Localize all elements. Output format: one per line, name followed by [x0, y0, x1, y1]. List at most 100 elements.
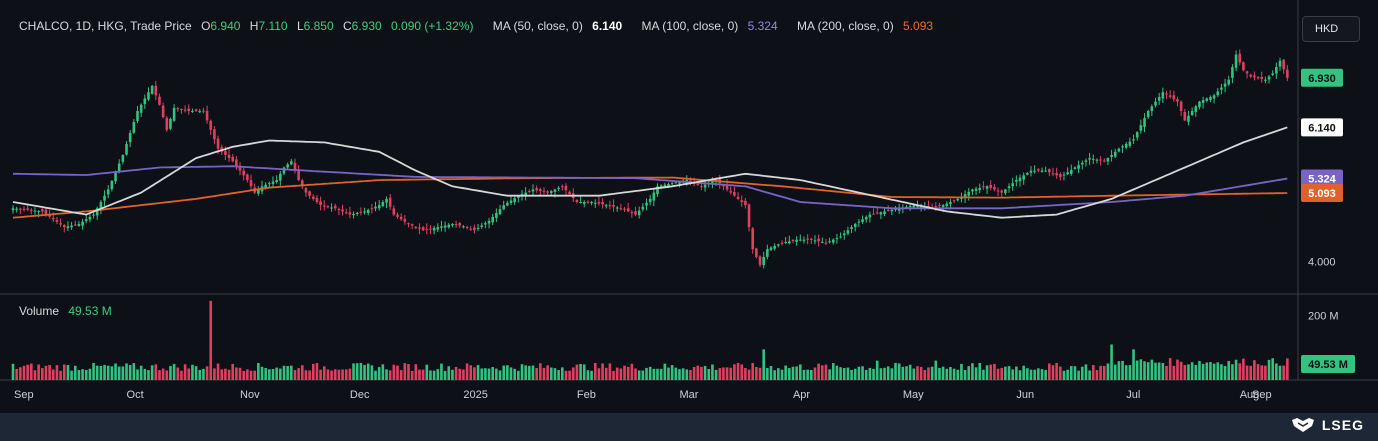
volume-bar — [857, 366, 861, 380]
volume-bar — [1029, 369, 1033, 380]
volume-bar — [260, 366, 264, 380]
candle-body — [1139, 125, 1143, 131]
volume-bar — [322, 366, 326, 380]
volume-bar — [897, 363, 901, 380]
price-chart[interactable]: 4.000 200 M 6.930 6.140 5.324 5.093 49.53 M Sep… — [0, 0, 1378, 413]
volume-bar — [956, 369, 960, 380]
currency-button[interactable]: HKD — [1302, 16, 1360, 42]
volume-bar — [143, 368, 147, 380]
candle-body — [1157, 96, 1161, 101]
candle-body — [1245, 71, 1249, 74]
volume-bar — [846, 367, 850, 380]
low-value: 6.850 — [303, 19, 334, 33]
candle-body — [1044, 170, 1047, 172]
candle-body — [857, 221, 861, 223]
volume-bar — [696, 365, 700, 380]
volume-bar — [645, 367, 648, 380]
volume-bar — [714, 369, 718, 380]
candle-body — [465, 226, 469, 228]
volume-bar — [1117, 361, 1121, 380]
volume-bar — [403, 363, 407, 380]
candle-body — [1128, 141, 1132, 146]
candle-body — [103, 195, 106, 201]
volume-bar — [180, 370, 183, 380]
volume-bar — [443, 370, 447, 380]
volume-bar — [1040, 369, 1044, 380]
volume-bar — [465, 363, 469, 380]
candle-body — [139, 104, 143, 113]
candle-body — [919, 206, 923, 208]
volume-bar — [963, 370, 967, 380]
candle-body — [619, 208, 623, 210]
volume-bar — [337, 369, 341, 380]
candle-body — [176, 108, 180, 110]
volume-bar — [103, 364, 106, 380]
candle-body — [396, 214, 399, 217]
volume-bar — [1011, 369, 1014, 380]
volume-bar — [1286, 358, 1289, 380]
volume-bar — [615, 367, 619, 380]
volume-bar — [1121, 360, 1124, 380]
candle-body — [1260, 76, 1264, 79]
candle-body — [872, 213, 875, 215]
volume-bar — [1278, 365, 1282, 380]
candle-body — [758, 256, 762, 265]
candle-body — [875, 212, 879, 214]
candle-body — [326, 206, 330, 208]
candle-body — [418, 227, 421, 229]
volume-bar — [601, 363, 604, 380]
candle-body — [736, 196, 740, 199]
candle-body — [861, 219, 864, 222]
volume-bar — [1253, 360, 1256, 380]
candle-body — [509, 200, 513, 203]
volume-bar — [381, 364, 385, 380]
volume-bar — [88, 368, 92, 380]
time-tick-label: Sep — [14, 389, 34, 401]
candle-body — [1253, 75, 1256, 78]
volume-bar — [81, 369, 84, 380]
volume-bar — [1099, 365, 1102, 380]
volume-bar — [187, 368, 191, 380]
volume-bar — [48, 364, 51, 380]
volume-bar — [436, 369, 440, 380]
volume-bar — [1150, 359, 1154, 380]
volume-bar — [73, 365, 77, 380]
candle-body — [1179, 101, 1183, 112]
volume-bar — [1088, 370, 1091, 380]
candle-body — [1165, 93, 1168, 95]
volume-bar — [257, 363, 260, 380]
volume-bar — [795, 366, 798, 380]
candle-body — [531, 189, 535, 192]
candle-body — [227, 154, 231, 159]
volume-bar — [363, 364, 366, 380]
volume-bar — [121, 366, 125, 380]
candle-body — [1018, 177, 1022, 182]
volume-tag-label: 49.53 M — [1308, 359, 1348, 371]
candle-body — [1099, 159, 1102, 161]
candle-body — [495, 212, 498, 218]
candle-body — [132, 122, 136, 133]
volume-bar — [469, 365, 473, 380]
volume-bar — [1168, 358, 1172, 380]
candle-body — [341, 209, 344, 212]
volume-bar — [700, 366, 703, 380]
volume-bar — [242, 370, 245, 380]
candle-body — [26, 208, 29, 210]
volume-bar — [659, 368, 663, 380]
candle-body — [271, 181, 275, 184]
volume-bar — [1102, 366, 1106, 380]
volume-bar — [300, 365, 304, 380]
volume-bar — [1176, 359, 1179, 380]
volume-bar — [593, 362, 597, 380]
candle-body — [1091, 158, 1095, 160]
volume-bar — [553, 368, 557, 380]
candle-body — [949, 202, 952, 205]
candle-body — [15, 208, 18, 210]
volume-bar — [1095, 369, 1099, 380]
candle-body — [956, 198, 960, 201]
volume-bar — [549, 367, 553, 380]
time-tick-label: Jul — [1126, 389, 1140, 401]
volume-bar — [1227, 360, 1231, 380]
volume-bar — [194, 366, 198, 380]
volume-bar — [150, 365, 154, 380]
